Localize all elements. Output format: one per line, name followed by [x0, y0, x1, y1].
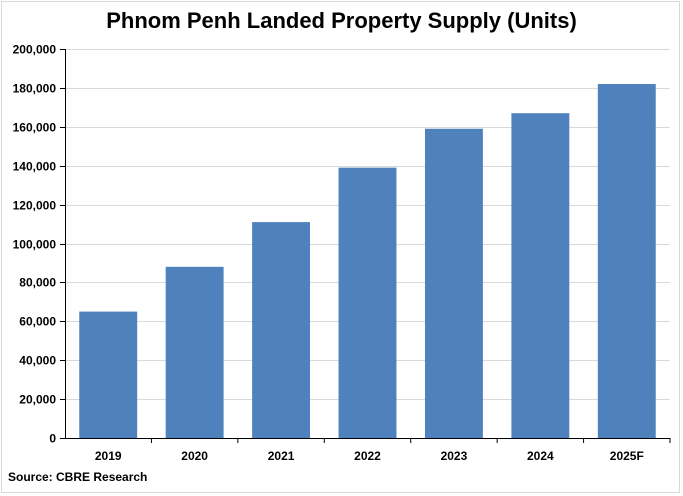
- axes: [60, 49, 671, 443]
- x-tick-label: 2020: [181, 449, 208, 463]
- x-tick-label: 2024: [527, 449, 554, 463]
- y-tick-label: 160,000: [13, 121, 57, 135]
- bar-2025F: [597, 84, 656, 438]
- y-tick-label: 80,000: [19, 276, 56, 290]
- x-tick-label: 2025F: [610, 449, 644, 463]
- y-tick-label: 120,000: [13, 199, 57, 213]
- bar-2022: [338, 167, 397, 438]
- y-tick-label: 20,000: [19, 393, 56, 407]
- bars: [79, 84, 656, 438]
- x-tick-label: 2021: [268, 449, 295, 463]
- y-tick-label: 100,000: [13, 238, 57, 252]
- bar-2021: [252, 222, 311, 438]
- bar-2020: [165, 266, 224, 438]
- bar-2019: [79, 311, 138, 438]
- y-tick-label: 140,000: [13, 160, 57, 174]
- x-tick-labels: 2019 2020 2021 2022 2023 2024 2025F: [95, 449, 644, 463]
- y-tick-label: 40,000: [19, 354, 56, 368]
- bar-2024: [511, 113, 570, 438]
- chart-title: Phnom Penh Landed Property Supply (Units…: [106, 8, 577, 33]
- source-note: Source: CBRE Research: [8, 470, 148, 484]
- x-tick-label: 2023: [441, 449, 468, 463]
- x-tick-label: 2019: [95, 449, 122, 463]
- x-tick-label: 2022: [354, 449, 381, 463]
- y-tick-label: 200,000: [13, 43, 57, 57]
- y-tick-label: 180,000: [13, 82, 57, 96]
- y-tick-label: 0: [49, 432, 56, 446]
- bar-2023: [424, 128, 483, 438]
- y-tick-labels: 0 20,000 40,000 60,000 80,000 100,000 120,000 1…: [13, 43, 57, 446]
- y-tick-label: 60,000: [19, 315, 56, 329]
